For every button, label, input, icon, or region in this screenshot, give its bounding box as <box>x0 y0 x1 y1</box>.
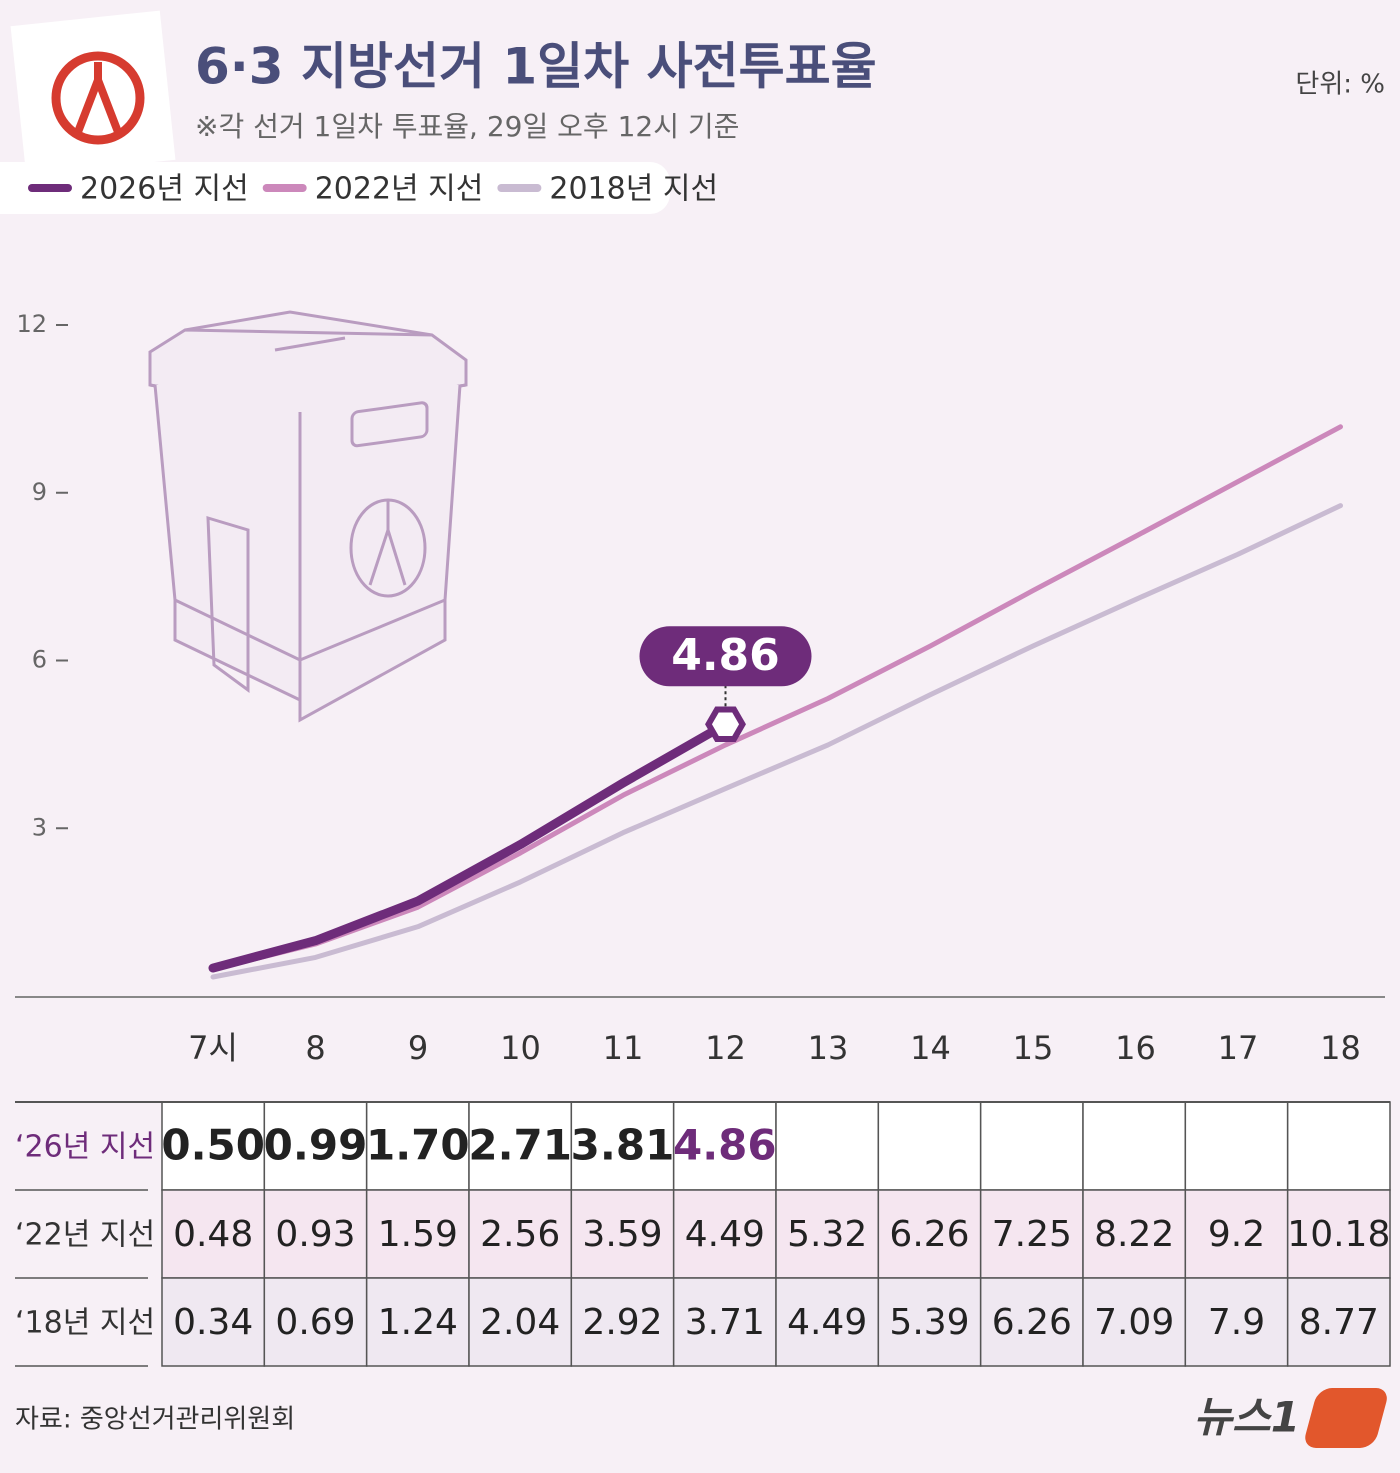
x-tick-label: 15 <box>1013 1029 1054 1067</box>
table-cell <box>877 1101 982 1191</box>
row-label: ‘26년 지선 <box>15 1130 155 1165</box>
table-value: 0.48 <box>173 1214 253 1255</box>
table-value: 1.59 <box>378 1214 458 1255</box>
subtitle: ※각 선거 1일차 투표율, 29일 오후 12시 기준 <box>195 110 739 143</box>
table-cell <box>161 1277 266 1367</box>
table-cell <box>263 1277 368 1367</box>
table-value: 7.9 <box>1208 1302 1265 1343</box>
table-value: 1.24 <box>378 1302 458 1343</box>
table-value: 10.18 <box>1287 1214 1390 1255</box>
y-tick-label: 6 <box>32 646 47 674</box>
table-cell <box>877 1277 982 1367</box>
x-tick-label: 11 <box>603 1029 644 1067</box>
y-tick-label: 12 <box>16 310 47 338</box>
x-tick-label: 8 <box>305 1029 325 1067</box>
callout-box <box>639 626 812 687</box>
table-cell <box>1184 1101 1289 1191</box>
logo-mark <box>1305 1388 1387 1448</box>
table-cell <box>468 1101 573 1191</box>
table-value: 3.59 <box>582 1214 662 1255</box>
table-value: 0.69 <box>275 1302 355 1343</box>
series-line <box>210 503 1343 980</box>
table-cell <box>775 1277 880 1367</box>
x-tick-label: 17 <box>1218 1029 1259 1067</box>
table-value: 9.2 <box>1208 1214 1265 1255</box>
table-cell <box>672 1101 777 1191</box>
x-tick-label: 16 <box>1115 1029 1156 1067</box>
table-value: 5.39 <box>889 1302 969 1343</box>
legend-label: 2022년 지선 <box>315 172 484 207</box>
table-cell <box>365 1277 470 1367</box>
table-value: 0.50 <box>161 1121 265 1170</box>
table-cell <box>1184 1277 1289 1367</box>
y-tick-label: 9 <box>32 478 47 506</box>
table-cell <box>979 1101 1084 1191</box>
table-cell <box>775 1101 880 1191</box>
table-value: 4.49 <box>787 1302 867 1343</box>
table-value: 0.93 <box>275 1214 355 1255</box>
table-cell <box>1082 1101 1187 1191</box>
x-tick-label: 10 <box>500 1029 541 1067</box>
table-cell <box>365 1189 470 1279</box>
table-value: 8.77 <box>1299 1302 1379 1343</box>
table-cell <box>263 1189 368 1279</box>
row-label: ‘18년 지선 <box>15 1306 155 1341</box>
x-tick-label: 13 <box>808 1029 849 1067</box>
source: 자료: 중앙선거관리위원회 <box>15 1405 295 1435</box>
table-value: 6.26 <box>992 1302 1072 1343</box>
table-cell <box>1286 1277 1391 1367</box>
title: 6·3 지방선거 1일차 사전투표율 <box>195 38 877 96</box>
table-cell <box>1082 1189 1187 1279</box>
row-label: ‘22년 지선 <box>15 1218 155 1253</box>
table-value: 5.32 <box>787 1214 867 1255</box>
y-tick-label: 3 <box>32 813 47 841</box>
table-cell <box>161 1189 266 1279</box>
table-value: 2.71 <box>468 1121 572 1170</box>
table-cell <box>775 1189 880 1279</box>
table-value: 2.56 <box>480 1214 560 1255</box>
table-value: 0.34 <box>173 1302 253 1343</box>
table-cell <box>1286 1101 1391 1191</box>
table-cell <box>570 1101 675 1191</box>
table-value: 7.25 <box>992 1214 1072 1255</box>
legend-label: 2026년 지선 <box>80 172 249 207</box>
x-tick-label: 9 <box>408 1029 428 1067</box>
x-tick-label: 7시 <box>188 1029 238 1067</box>
table-value: 1.70 <box>366 1121 470 1170</box>
table-value: 6.26 <box>889 1214 969 1255</box>
unit: 단위: % <box>1295 70 1385 100</box>
table-value: 3.71 <box>685 1302 765 1343</box>
table-cell <box>468 1189 573 1279</box>
table-value: 4.86 <box>673 1121 777 1170</box>
table-cell <box>979 1277 1084 1367</box>
legend-label: 2018년 지선 <box>549 172 718 207</box>
vote-logo <box>10 10 176 176</box>
table-cell <box>570 1189 675 1279</box>
table-cell <box>877 1189 982 1279</box>
table-cell <box>1286 1189 1391 1279</box>
table-value: 2.92 <box>582 1302 662 1343</box>
table-value: 7.09 <box>1094 1302 1174 1343</box>
legend-box <box>0 162 670 214</box>
x-tick-label: 18 <box>1320 1029 1361 1067</box>
table-cell <box>570 1277 675 1367</box>
point-marker <box>705 706 746 742</box>
table-value: 8.22 <box>1094 1214 1174 1255</box>
table-value: 2.04 <box>480 1302 560 1343</box>
x-tick-label: 14 <box>910 1029 951 1067</box>
table-cell <box>672 1189 777 1279</box>
table-value: 0.99 <box>264 1121 368 1170</box>
logo: 뉴스1 <box>1193 1393 1300 1442</box>
callout-label: 4.86 <box>671 630 780 681</box>
x-tick-label: 12 <box>705 1029 746 1067</box>
table-value: 4.49 <box>685 1214 765 1255</box>
ballot-box <box>148 310 468 723</box>
series-line <box>208 719 730 973</box>
series-line <box>210 424 1343 972</box>
table-value: 3.81 <box>571 1121 675 1170</box>
table-cell <box>672 1277 777 1367</box>
